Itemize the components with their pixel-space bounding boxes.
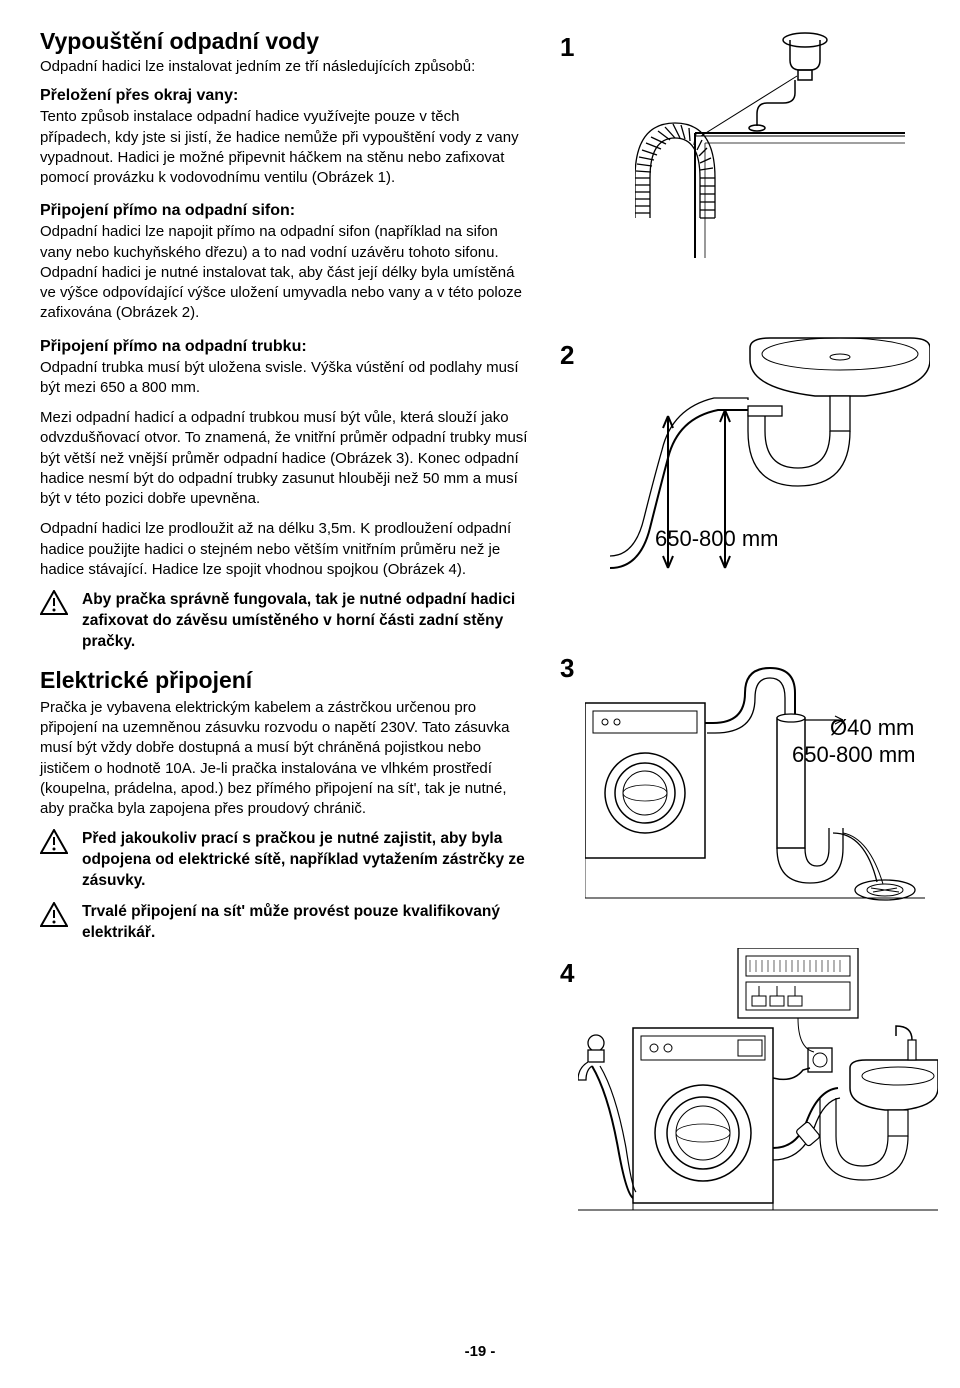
warning1-text: Aby pračka správně fungovala, tak je nut… (82, 590, 530, 653)
warning-icon (40, 902, 68, 927)
figure3-label-diameter: Ø40 mm (830, 715, 914, 741)
section3-paragraph3: Odpadní hadici lze prodloužit až na délk… (40, 519, 530, 580)
warning2-row: Před jakoukoliv prací s pračkou je nutné… (40, 829, 530, 892)
section2-paragraph: Odpadní hadici lze napojit přímo na odpa… (40, 222, 530, 323)
figure4-number: 4 (560, 958, 574, 989)
figure1-diagram (635, 28, 905, 258)
section3-paragraph1: Odpadní trubka musí být uložena svisle. … (40, 358, 530, 399)
figure2-label: 650-800 mm (655, 526, 779, 552)
heading2: Elektrické připojení (40, 667, 530, 694)
warning1-row: Aby pračka správně fungovala, tak je nut… (40, 590, 530, 653)
figure4-diagram (578, 948, 938, 1248)
warning-icon (40, 829, 68, 854)
electrical-paragraph: Pračka je vybavena elektrickým kabelem a… (40, 698, 530, 820)
warning3-row: Trvalé připojení na sít' může provést po… (40, 902, 530, 944)
right-column: 1 (550, 28, 920, 954)
figure2-number: 2 (560, 340, 574, 371)
page-number: -19 - (0, 1343, 960, 1360)
section3-paragraph2: Mezi odpadní hadicí a odpadní trubkou mu… (40, 408, 530, 509)
figure3-number: 3 (560, 653, 574, 684)
figure1-number: 1 (560, 32, 574, 63)
left-column: Vypouštění odpadní vody Odpadní hadici l… (40, 28, 530, 954)
warning3-text: Trvalé připojení na sít' může provést po… (82, 902, 530, 944)
section1-paragraph: Tento způsob instalace odpadní hadice vy… (40, 107, 530, 188)
figure3-diagram (585, 638, 925, 918)
section1-heading: Přeložení přes okraj vany: (40, 87, 530, 105)
section2-heading: Připojení přímo na odpadní sifon: (40, 202, 530, 220)
section3-heading: Připojení přímo na odpadní trubku: (40, 338, 530, 356)
intro-paragraph: Odpadní hadici lze instalovat jedním ze … (40, 57, 530, 77)
warning-icon (40, 590, 68, 615)
figure3-label-height: 650-800 mm (792, 742, 916, 768)
warning2-text: Před jakoukoliv prací s pračkou je nutné… (82, 829, 530, 892)
main-heading: Vypouštění odpadní vody (40, 28, 530, 55)
